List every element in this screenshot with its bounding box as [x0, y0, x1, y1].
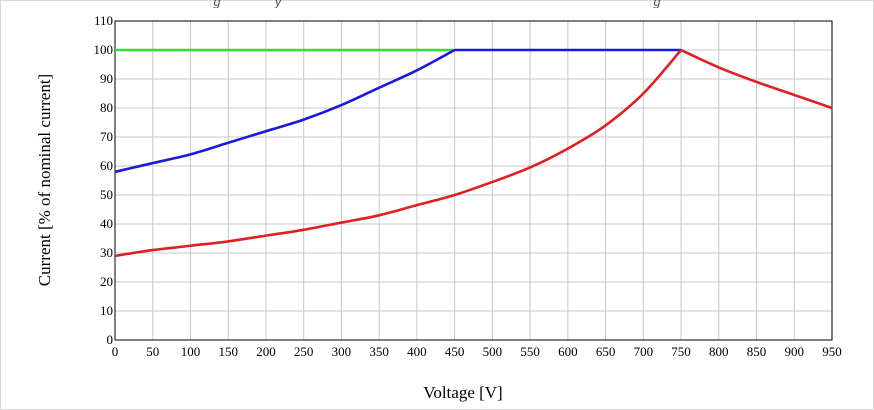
y-tick-label: 40 [100, 216, 113, 231]
y-tick-label: 100 [94, 42, 114, 57]
x-tick-label: 900 [785, 344, 805, 359]
y-tick-label: 70 [100, 129, 113, 144]
x-tick-label: 950 [822, 344, 842, 359]
x-tick-label: 250 [294, 344, 314, 359]
x-tick-label: 300 [332, 344, 352, 359]
x-tick-labels: 0 50 100 150 200 250 300 350 400 450 500 550 600 650 7… [112, 344, 842, 359]
y-tick-label: 10 [100, 303, 113, 318]
x-tick-label: 50 [146, 344, 159, 359]
y-tick-labels: 0 10 20 30 40 50 60 70 80 90 100 110 [94, 13, 114, 347]
x-tick-label: 500 [483, 344, 503, 359]
x-tick-label: 750 [671, 344, 691, 359]
y-axis-title: Current [% of nominal current] [35, 74, 54, 286]
y-tick-label: 0 [107, 332, 114, 347]
x-tick-label: 600 [558, 344, 578, 359]
x-axis-title: Voltage [V] [423, 383, 502, 402]
y-tick-label: 90 [100, 71, 113, 86]
x-tick-label: 550 [520, 344, 540, 359]
x-tick-label: 850 [747, 344, 767, 359]
y-tick-label: 80 [100, 100, 113, 115]
x-tick-label: 100 [181, 344, 201, 359]
x-tick-label: 700 [634, 344, 654, 359]
x-tick-label: 200 [256, 344, 276, 359]
grid [115, 21, 832, 340]
series-line-2 [114, 48, 682, 174]
y-tick-label: 20 [100, 274, 113, 289]
series-layer [114, 48, 833, 258]
x-tick-label: 450 [445, 344, 465, 359]
x-tick-label: 150 [218, 344, 238, 359]
chart-caption: g y g [213, 0, 661, 8]
y-tick-label: 30 [100, 245, 113, 260]
x-tick-label: 350 [369, 344, 389, 359]
plot-border [114, 20, 833, 341]
y-tick-label: 60 [100, 158, 113, 173]
x-tick-label: 650 [596, 344, 616, 359]
x-tick-label: 400 [407, 344, 427, 359]
y-tick-label: 110 [94, 13, 113, 28]
x-tick-label: 800 [709, 344, 729, 359]
y-tick-label: 50 [100, 187, 113, 202]
series-line-3 [114, 48, 833, 258]
x-tick-label: 0 [112, 344, 119, 359]
